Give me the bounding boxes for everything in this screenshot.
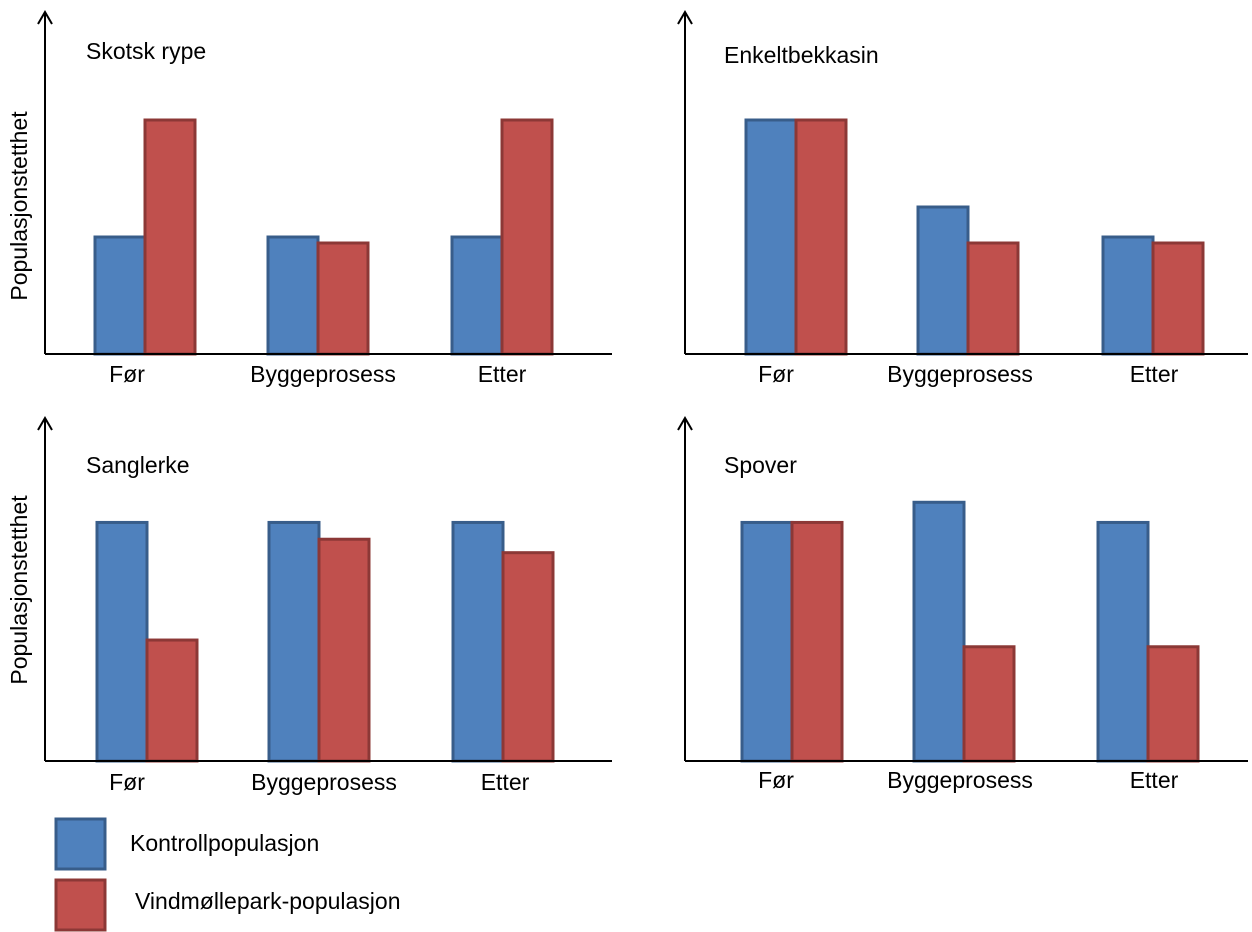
x-tick-label-for: Før: [758, 767, 794, 793]
panel-title: Skotsk rype: [86, 38, 206, 64]
bar-control-byggeprosess: [267, 520, 321, 763]
bar-control-byggeprosess: [912, 500, 966, 763]
panel-title: Enkeltbekkasin: [724, 42, 879, 68]
y-axis-arrowhead: [37, 416, 53, 431]
panel-title: Sanglerke: [86, 452, 190, 478]
bar-control-etter: [1101, 235, 1155, 356]
chart-panel-spover: Spover Før Byggeprosess Etter: [677, 416, 1248, 793]
legend-swatch-windfarm: [54, 878, 107, 932]
legend-label-windfarm: Vindmøllepark-populasjon: [135, 888, 401, 914]
bar-control-for: [93, 235, 147, 356]
bar-windfarm-for: [145, 638, 199, 763]
bar-windfarm-byggeprosess: [317, 537, 371, 763]
bar-windfarm-etter: [500, 118, 554, 356]
bar-windfarm-for: [143, 118, 197, 356]
bar-control-for: [95, 520, 149, 763]
x-tick-label-byggeprosess: Byggeprosess: [251, 769, 397, 795]
panel-title: Spover: [724, 452, 797, 478]
bar-windfarm-etter: [501, 551, 555, 763]
y-axis-arrowhead: [677, 416, 693, 431]
bar-control-byggeprosess: [916, 205, 970, 356]
bar-windfarm-for: [794, 118, 848, 356]
legend-label-control: Kontrollpopulasjon: [130, 830, 319, 856]
x-tick-label-byggeprosess: Byggeprosess: [887, 361, 1033, 387]
bar-control-byggeprosess: [266, 235, 320, 356]
bar-windfarm-byggeprosess: [316, 241, 370, 356]
y-axis-label: Populasjonstetthet: [6, 495, 32, 685]
bar-windfarm-for: [790, 520, 844, 763]
x-tick-label-byggeprosess: Byggeprosess: [250, 361, 396, 387]
x-tick-label-for: Før: [109, 769, 145, 795]
legend: Kontrollpopulasjon Vindmøllepark-populas…: [54, 817, 401, 932]
x-tick-label-etter: Etter: [478, 361, 527, 387]
bar-windfarm-byggeprosess: [966, 241, 1020, 356]
legend-swatch-control: [54, 817, 107, 871]
chart-panels: Skotsk rype Før Byggeprosess Etter Populasjo…: [6, 10, 1248, 795]
x-tick-label-etter: Etter: [1130, 361, 1179, 387]
y-axis-label: Populasjonstetthet: [6, 111, 32, 301]
bar-windfarm-etter: [1146, 645, 1200, 763]
bar-control-for: [740, 520, 794, 763]
bar-control-etter: [1096, 520, 1150, 763]
x-tick-label-for: Før: [109, 361, 145, 387]
x-tick-label-byggeprosess: Byggeprosess: [887, 767, 1033, 793]
x-tick-label-etter: Etter: [481, 769, 530, 795]
y-axis-arrowhead: [37, 10, 53, 25]
chart-panel-sanglerke: Sanglerke Før Byggeprosess Etter Populasjons…: [6, 416, 612, 795]
bar-control-etter: [451, 520, 505, 763]
x-tick-label-etter: Etter: [1130, 767, 1179, 793]
bar-control-etter: [450, 235, 504, 356]
chart-panel-skotsk-rype: Skotsk rype Før Byggeprosess Etter Populasjo…: [6, 10, 612, 387]
bar-windfarm-byggeprosess: [962, 645, 1016, 763]
chart-panel-enkeltbekkasin: Enkeltbekkasin Før Byggeprosess Etter: [677, 10, 1248, 387]
y-axis-arrowhead: [677, 10, 693, 25]
bar-windfarm-etter: [1151, 241, 1205, 356]
bar-control-for: [744, 118, 798, 356]
x-tick-label-for: Før: [758, 361, 794, 387]
